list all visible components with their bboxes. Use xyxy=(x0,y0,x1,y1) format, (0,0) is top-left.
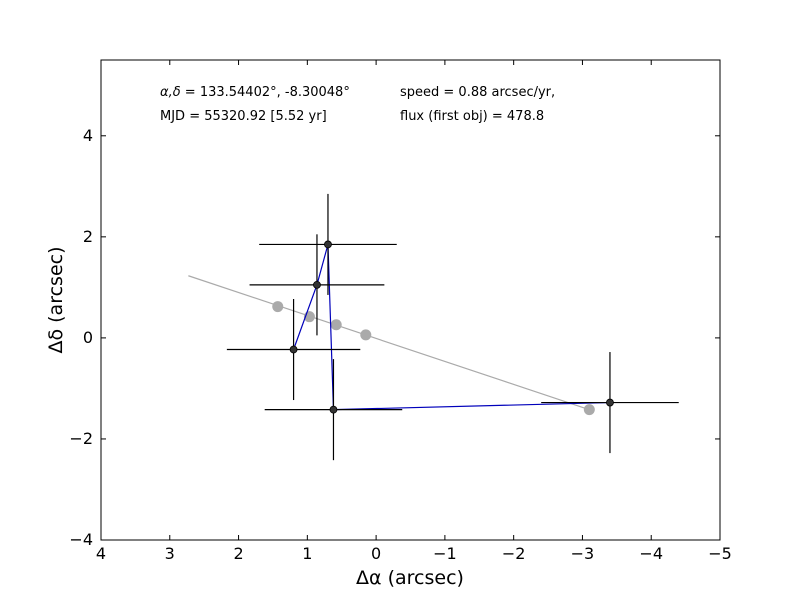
annotation-coordinates: α,δ = 133.54402°, -8.30048° xyxy=(160,85,350,100)
y-tick-label: 0 xyxy=(83,328,93,347)
annotation-speed: speed = 0.88 arcsec/yr, xyxy=(400,85,555,100)
x-tick-label: −1 xyxy=(433,544,457,563)
y-tick-label: 2 xyxy=(83,227,93,246)
x-tick-label: −3 xyxy=(571,544,595,563)
x-tick-label: −4 xyxy=(639,544,663,563)
observed-point xyxy=(289,345,298,354)
y-tick-label: −4 xyxy=(69,530,93,549)
axes-frame xyxy=(100,59,721,541)
annotation-mjd: MJD = 55320.92 [5.52 yr] xyxy=(160,109,327,124)
x-tick-label: 1 xyxy=(302,544,312,563)
x-tick-label: 2 xyxy=(233,544,243,563)
y-tick-label: −2 xyxy=(69,429,93,448)
axis-ticks: 4 3 2 1 0 −1 −2 −3 −4 −5 −4 −2 0 2 4 xyxy=(69,60,732,563)
x-axis-label: Δα (arcsec) xyxy=(356,567,464,589)
x-tick-label: 4 xyxy=(96,544,106,563)
x-tick-label: −2 xyxy=(502,544,526,563)
plot-area xyxy=(188,193,679,461)
x-tick-label: −5 xyxy=(708,544,732,563)
y-axis-label: Δδ (arcsec) xyxy=(45,246,67,353)
observed-point xyxy=(329,405,338,414)
annotation-coordinates-prefix: α,δ = xyxy=(160,85,200,100)
model-point xyxy=(330,319,342,331)
x-tick-label: 3 xyxy=(165,544,175,563)
model-point xyxy=(583,404,595,416)
annotation-flux: flux (first obj) = 478.8 xyxy=(400,109,544,124)
annotation-coordinates-value: 133.54402°, -8.30048° xyxy=(200,85,350,100)
model-fit-line xyxy=(188,275,590,411)
model-point xyxy=(360,329,372,341)
y-tick-label: 4 xyxy=(83,126,93,145)
observed-point xyxy=(324,240,332,249)
model-point xyxy=(272,301,284,313)
x-tick-label: 0 xyxy=(371,544,381,563)
observed-point xyxy=(313,280,321,289)
observed-point xyxy=(606,398,614,407)
